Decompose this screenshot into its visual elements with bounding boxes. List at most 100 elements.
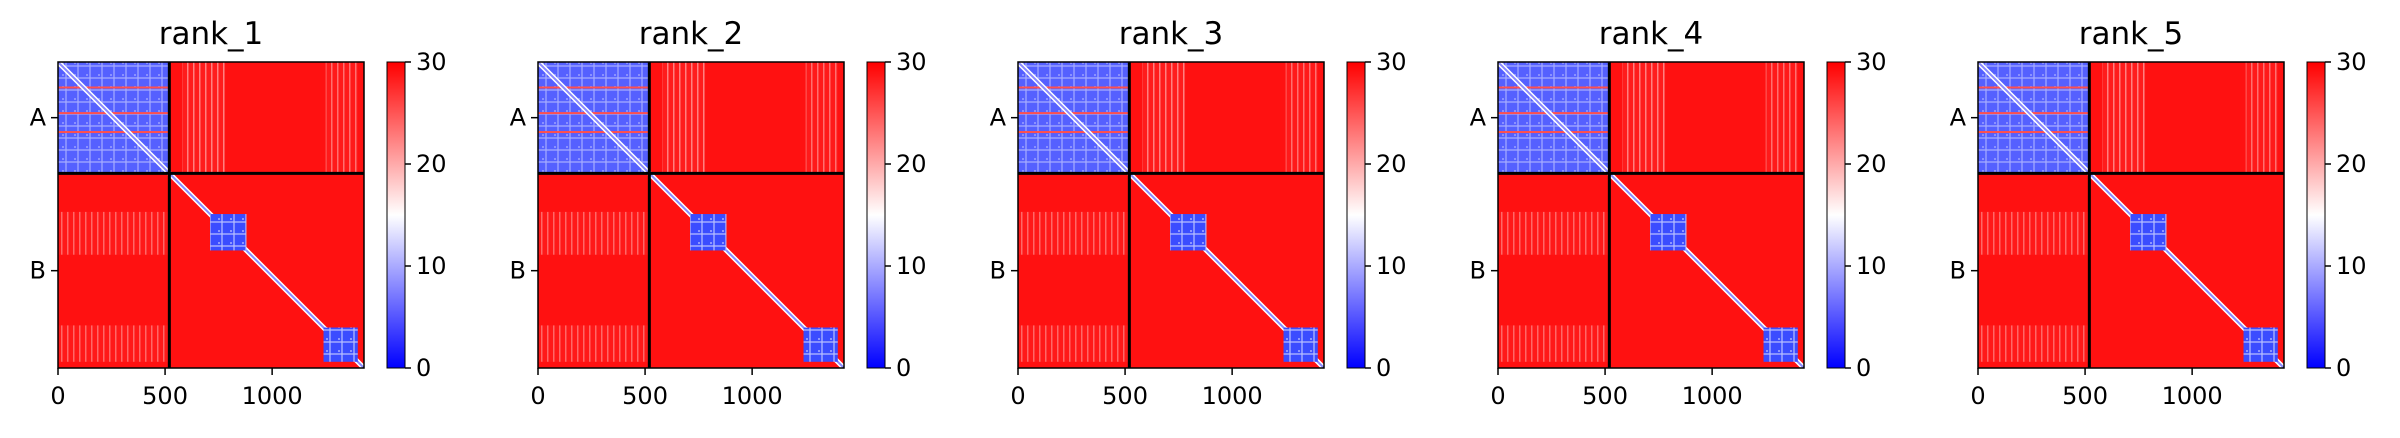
block-A-B-striped [182, 62, 226, 174]
block-A-B-striped [2102, 62, 2146, 174]
x-tick-label: 0 [1010, 382, 1025, 410]
x-tick-label: 0 [50, 382, 65, 410]
colorbar-tick-label: 20 [2336, 150, 2367, 178]
axes-frame [57, 61, 365, 369]
colorbar-tick-label: 20 [1376, 150, 1407, 178]
block-B-B-domain-2 [803, 327, 838, 362]
colorbar-tick-label: 20 [416, 150, 447, 178]
block-B-B-domain-2 [1283, 327, 1318, 362]
block-B-B-domain-1 [1170, 214, 1207, 251]
block-B-B-domain-2 [1763, 327, 1798, 362]
x-tick-label: 500 [2062, 382, 2108, 410]
x-tick-label: 500 [1102, 382, 1148, 410]
colorbar-tick-label: 0 [1376, 354, 1391, 382]
panel-rank_4: rank_4 0 500 1000 A B 0 10 20 30 [1470, 16, 1887, 410]
colorbar [386, 61, 406, 369]
y-tick-label: B [510, 257, 526, 285]
A-A-stripe [1498, 86, 1610, 89]
block-B-B-domain-1 [210, 214, 247, 251]
A-A-stripe [1018, 131, 1130, 134]
block-B-A-striped [538, 211, 650, 255]
panel-rank_3: rank_3 0 500 1000 A B 0 10 20 30 [990, 16, 1407, 410]
panel-rank_2: rank_2 0 500 1000 A B 0 10 20 30 [510, 16, 927, 410]
x-tick-label: 0 [1490, 382, 1505, 410]
y-tick-label: B [1950, 257, 1966, 285]
block-B-A-striped [1498, 211, 1610, 255]
colorbar-tick-label: 30 [2336, 48, 2367, 76]
chart-title: rank_5 [2079, 16, 2184, 52]
y-tick-label: A [510, 104, 527, 132]
block-A-B-striped [662, 62, 706, 174]
colorbar-tick-label: 20 [1856, 150, 1887, 178]
colorbar-tick-label: 10 [1376, 252, 1407, 280]
x-tick-label: 0 [1970, 382, 1985, 410]
block-B-A-striped [1978, 211, 2090, 255]
block-A-B-striped [1142, 62, 1186, 174]
colorbar-tick-label: 20 [896, 150, 927, 178]
x-tick-label: 1000 [722, 382, 783, 410]
colorbar [866, 61, 886, 369]
colorbar-tick-label: 10 [416, 252, 447, 280]
y-tick-label: B [990, 257, 1006, 285]
colorbar-tick-label: 0 [896, 354, 911, 382]
A-A-stripe [58, 131, 170, 134]
A-A-stripe [1978, 112, 2090, 115]
block-B-B-domain-1 [690, 214, 727, 251]
A-A-stripe [1498, 131, 1610, 134]
chart-title: rank_3 [1119, 16, 1224, 52]
block-A-B-striped-2 [2245, 62, 2278, 174]
block-B-A-striped-2 [58, 325, 170, 362]
A-A-stripe [58, 86, 170, 89]
A-A-stripe [538, 86, 650, 89]
block-B-A-striped-2 [1978, 325, 2090, 362]
block-B-B-domain-2 [2243, 327, 2278, 362]
panel-rank_5: rank_5 0 500 1000 A B 0 10 20 30 [1950, 16, 2367, 410]
block-B-A-striped-2 [1498, 325, 1610, 362]
panel-rank_1: rank_1 0 500 1000 A B 0 10 20 30 [30, 16, 447, 410]
x-tick-label: 1000 [242, 382, 303, 410]
block-B-A-striped-2 [1018, 325, 1130, 362]
block-B-B-domain-1 [2130, 214, 2167, 251]
block-A-B-striped-2 [1285, 62, 1318, 174]
colorbar-tick-label: 0 [416, 354, 431, 382]
block-B-A-striped [1018, 211, 1130, 255]
A-A-stripe [58, 112, 170, 115]
colorbar-tick-label: 10 [896, 252, 927, 280]
axes-frame [1497, 61, 1805, 369]
y-tick-label: A [1950, 104, 1967, 132]
y-tick-label: A [30, 104, 47, 132]
axes-frame [1017, 61, 1325, 369]
colorbar-tick-label: 30 [1856, 48, 1887, 76]
axes-frame [1977, 61, 2285, 369]
A-A-stripe [1978, 131, 2090, 134]
A-A-stripe [1018, 86, 1130, 89]
A-A-stripe [1978, 86, 2090, 89]
colorbar-tick-label: 30 [896, 48, 927, 76]
x-tick-label: 500 [142, 382, 188, 410]
A-A-stripe [1498, 112, 1610, 115]
block-A-B-striped-2 [805, 62, 838, 174]
block-B-B-domain-2 [323, 327, 358, 362]
chart-title: rank_2 [639, 16, 744, 52]
y-tick-label: A [990, 104, 1007, 132]
y-tick-label: B [1470, 257, 1486, 285]
colorbar-tick-label: 0 [2336, 354, 2351, 382]
A-A-stripe [1018, 112, 1130, 115]
colorbar [1826, 61, 1846, 369]
block-B-A-striped [58, 211, 170, 255]
colorbar-tick-label: 30 [416, 48, 447, 76]
block-A-B-striped-2 [325, 62, 358, 174]
chart-title: rank_4 [1599, 16, 1704, 52]
colorbar-tick-label: 10 [2336, 252, 2367, 280]
chart-title: rank_1 [159, 16, 264, 52]
block-A-B-striped [1622, 62, 1666, 174]
axes-frame [537, 61, 845, 369]
block-A-B-striped-2 [1765, 62, 1798, 174]
block-B-A-striped-2 [538, 325, 650, 362]
x-tick-label: 1000 [1682, 382, 1743, 410]
y-tick-label: B [30, 257, 46, 285]
A-A-stripe [538, 131, 650, 134]
colorbar-tick-label: 10 [1856, 252, 1887, 280]
block-B-B-domain-1 [1650, 214, 1687, 251]
